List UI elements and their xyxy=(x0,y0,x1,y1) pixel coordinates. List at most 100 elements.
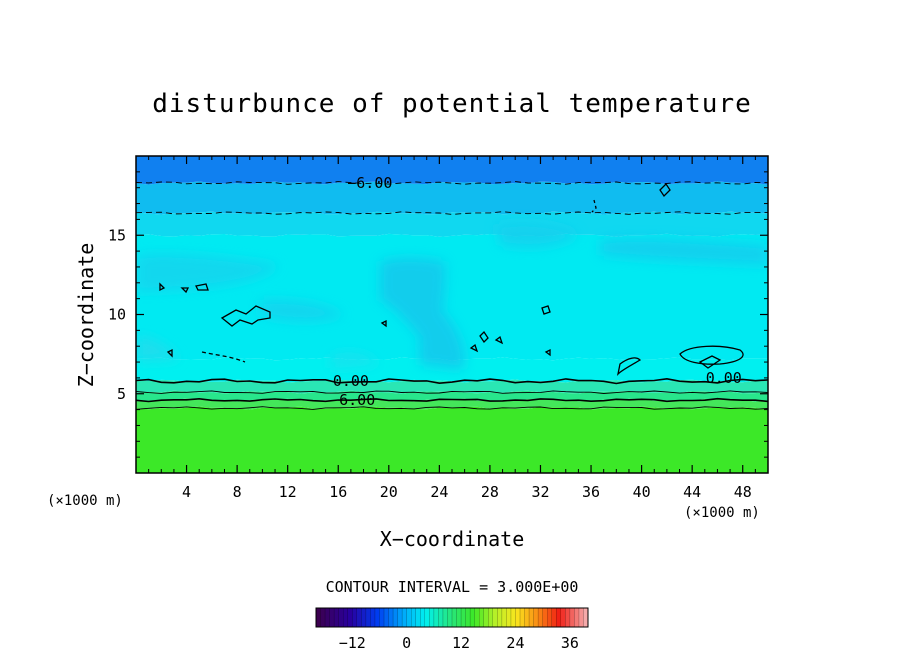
colorbar-cell xyxy=(515,608,521,627)
field-texture xyxy=(136,222,768,370)
plume-patch xyxy=(330,352,380,368)
colorbar-cell xyxy=(533,608,539,627)
colorbar-tick-label: 24 xyxy=(506,634,524,652)
contour-cell xyxy=(220,305,271,327)
colorbar-frame xyxy=(315,607,589,628)
contour-line xyxy=(136,211,768,215)
contour-line xyxy=(136,397,768,403)
x-axis-title: X−coordinate xyxy=(380,527,525,551)
y-axis-ticks: 5 10 15 xyxy=(108,171,768,458)
colorbar-cell xyxy=(551,608,557,627)
x-tick-label: 24 xyxy=(430,483,448,501)
value-band xyxy=(136,233,768,361)
colorbar-cell xyxy=(406,608,412,627)
x-tick-label: 8 xyxy=(233,483,242,501)
contour-label: 0.00 xyxy=(706,369,742,387)
colorbar-cell xyxy=(384,608,390,627)
colorbar-cell xyxy=(415,608,421,627)
contour-cell xyxy=(494,335,504,345)
colorbar-cell xyxy=(397,608,403,627)
colorbar-cell xyxy=(420,608,426,627)
contour-cell xyxy=(698,355,722,369)
colorbar-tick-label: 36 xyxy=(561,634,579,652)
colorbar-cell xyxy=(560,608,566,627)
colorbar-cell xyxy=(542,608,548,627)
contour-line xyxy=(136,377,768,385)
x-tick-label: 28 xyxy=(481,483,499,501)
colorbar-cell xyxy=(547,608,553,627)
plume-patch xyxy=(495,222,580,248)
colorbar-cell xyxy=(433,608,439,627)
plume-patch xyxy=(419,300,465,370)
colorbar-cell xyxy=(347,608,353,627)
colorbar-cell xyxy=(456,608,462,627)
x-tick-label: 48 xyxy=(734,483,752,501)
colorbar-cell xyxy=(365,608,371,627)
colorbar-cell xyxy=(388,608,394,627)
colorbar-cell xyxy=(569,608,575,627)
contour-label: 0.00 xyxy=(333,372,369,390)
colorbar-tick-label: −12 xyxy=(339,634,366,652)
colorbar-cell xyxy=(483,608,489,627)
contour-cell xyxy=(180,287,190,294)
colorbar-tick-label: 0 xyxy=(402,634,411,652)
colorbar-cell xyxy=(393,608,399,627)
contour-cell xyxy=(469,343,479,353)
colorbar-cell xyxy=(465,608,471,627)
colorbar-cell xyxy=(524,608,530,627)
x-tick-label: 44 xyxy=(683,483,701,501)
value-band xyxy=(136,181,768,215)
colorbar-cell xyxy=(438,608,444,627)
x-axis-ticks: 4 8 12 16 20 24 28 32 36 40 44 48 xyxy=(148,156,756,501)
colorbar-cell xyxy=(402,608,408,627)
colorbar-cell xyxy=(338,608,344,627)
colorbar-cell xyxy=(316,608,322,627)
colorbar-cell xyxy=(556,608,562,627)
colorbar-cell xyxy=(334,608,340,627)
colorbar-cell xyxy=(510,608,516,627)
colorbar-cell xyxy=(488,608,494,627)
contour-cell xyxy=(195,283,209,291)
colorbar-cell xyxy=(320,608,326,627)
contour-label: 6.00 xyxy=(339,391,375,409)
colorbar-cell xyxy=(343,608,349,627)
colorbar-cell xyxy=(447,608,453,627)
value-bands xyxy=(136,156,768,473)
colorbar-cell xyxy=(374,608,380,627)
y-tick-label: 15 xyxy=(108,226,126,244)
colorbar-cell xyxy=(470,608,476,627)
z-unit-label: (×1000 m) xyxy=(47,493,123,509)
colorbar-cell xyxy=(497,608,503,627)
x-tick-label: 40 xyxy=(633,483,651,501)
x-tick-label: 36 xyxy=(582,483,600,501)
chart-title: disturbunce of potential temperature xyxy=(152,89,752,119)
colorbar-cell xyxy=(379,608,385,627)
contour-cell xyxy=(616,357,642,376)
plume-patch xyxy=(136,253,280,292)
y-tick-label: 5 xyxy=(117,385,126,403)
y-tick-label: 10 xyxy=(108,306,126,324)
value-band xyxy=(136,211,768,237)
colorbar-cell xyxy=(578,608,584,627)
colorbar-cell xyxy=(411,608,417,627)
colorbar-cell xyxy=(442,608,448,627)
x-tick-label: 20 xyxy=(380,483,398,501)
plume-patch xyxy=(136,335,180,362)
colorbar xyxy=(315,607,589,628)
contour-label: −6.00 xyxy=(347,174,392,192)
x-unit-label: (×1000 m) xyxy=(684,505,760,521)
plot-area: −6.000.00 0.006.00 xyxy=(136,156,768,473)
value-band xyxy=(136,406,768,473)
colorbar-cell xyxy=(565,608,571,627)
contour-cell xyxy=(591,199,597,213)
colorbar-ticks: −12 0 12 24 36 xyxy=(339,634,579,652)
colorbar-cell xyxy=(479,608,485,627)
colorbar-cell xyxy=(356,608,362,627)
colorbar-cell xyxy=(429,608,435,627)
contour-cell xyxy=(479,330,489,344)
contour-line xyxy=(136,390,768,394)
contour-cells xyxy=(159,182,744,376)
colorbar-cell xyxy=(474,608,480,627)
colorbar-cell xyxy=(370,608,376,627)
